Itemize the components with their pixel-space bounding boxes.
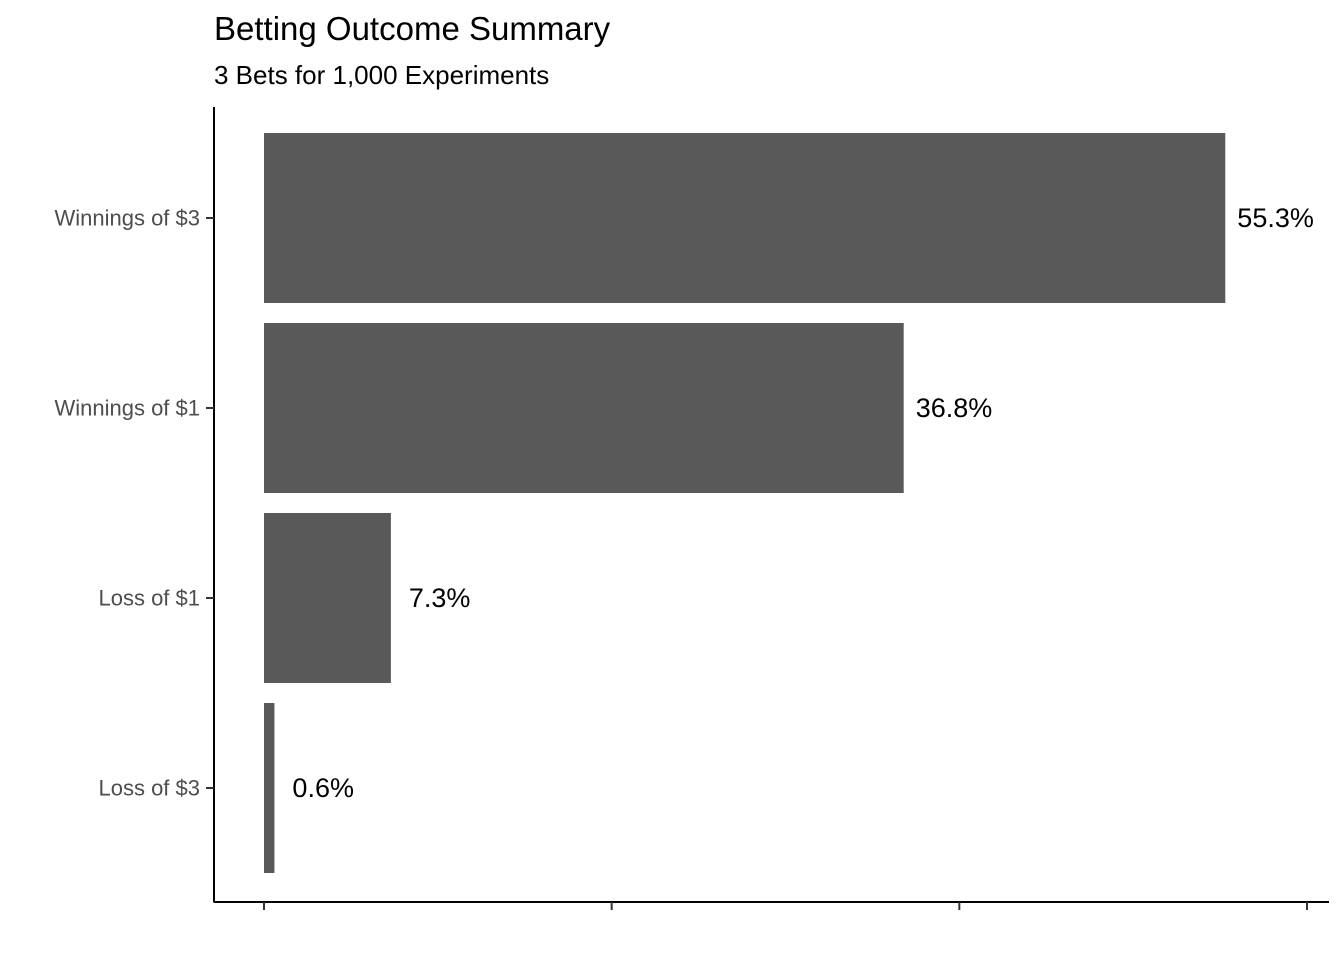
- bar: [264, 703, 275, 873]
- category-label: Winnings of $3: [54, 206, 200, 231]
- bar: [264, 323, 904, 493]
- chart-title: Betting Outcome Summary: [214, 10, 611, 47]
- data-label: 0.6%: [292, 773, 354, 803]
- category-label: Loss of $3: [98, 776, 200, 801]
- data-label: 7.3%: [409, 583, 471, 613]
- category-label: Winnings of $1: [54, 396, 200, 421]
- chart-subtitle: 3 Bets for 1,000 Experiments: [214, 60, 550, 90]
- data-label: 36.8%: [916, 393, 993, 423]
- category-label: Loss of $1: [98, 586, 200, 611]
- bar: [264, 133, 1226, 303]
- bar: [264, 513, 391, 683]
- data-label: 55.3%: [1237, 203, 1314, 233]
